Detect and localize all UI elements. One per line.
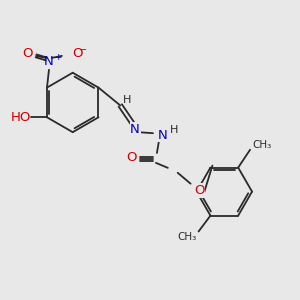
Text: O: O [72,47,82,60]
Text: CH₃: CH₃ [177,232,196,242]
Text: CH₃: CH₃ [252,140,271,150]
Text: H: H [170,125,178,135]
Text: HO: HO [11,111,31,124]
Text: H: H [123,95,132,106]
Text: O: O [194,184,205,197]
Text: O: O [22,47,32,60]
Text: +: + [54,53,62,62]
Text: N: N [158,129,168,142]
Text: N: N [130,123,140,136]
Text: −: − [79,45,87,55]
Text: O: O [126,152,136,164]
Text: N: N [44,55,54,68]
